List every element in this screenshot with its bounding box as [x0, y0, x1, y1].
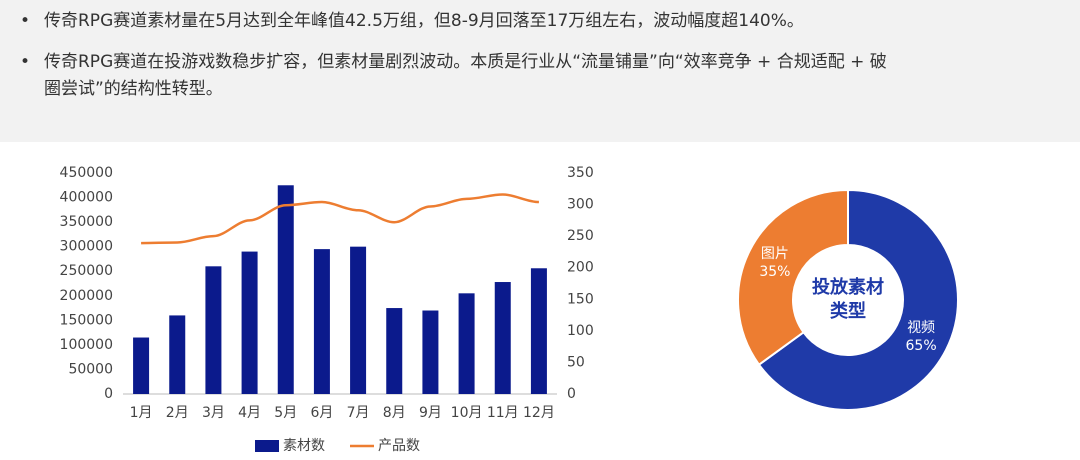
bullet: 传奇RPG赛道在投游戏数稳步扩容，但素材量剧烈波动。本质是行业从“流量铺量”向“… [20, 49, 900, 103]
bar [241, 251, 258, 394]
y-tick-label: 400000 [60, 190, 113, 206]
y2-tick-label: 150 [567, 291, 594, 307]
slice-value: 35% [759, 264, 790, 280]
bar [133, 337, 150, 394]
legend-label: 产品数 [378, 438, 420, 454]
x-tick-label: 2月 [166, 405, 189, 421]
x-tick-label: 3月 [202, 405, 225, 421]
center-label: 类型 [830, 300, 866, 322]
bar [313, 249, 330, 394]
x-tick-label: 7月 [347, 405, 370, 421]
charts: 0500001000001500002000002500003000003500… [60, 165, 959, 454]
x-tick-label: 4月 [238, 405, 261, 421]
y2-tick-label: 200 [567, 260, 594, 276]
line [141, 193, 539, 245]
x-tick-label: 5月 [274, 405, 297, 421]
bar [277, 185, 294, 394]
bar [350, 246, 367, 394]
y-tick-label: 250000 [60, 263, 113, 279]
legend-label: 素材数 [283, 438, 325, 454]
slice-label: 图片 [761, 246, 789, 262]
slice-value: 65% [906, 338, 937, 354]
y2-tick-label: 0 [567, 386, 576, 402]
bar [205, 266, 222, 394]
bar [386, 308, 403, 394]
bullet: 传奇RPG赛道素材量在5月达到全年峰值42.5万组，但8-9月回落至17万组左右… [20, 8, 900, 35]
y2-tick-label: 300 [567, 197, 594, 213]
y-tick-label: 350000 [60, 214, 113, 230]
x-tick-label: 8月 [383, 405, 406, 421]
bar [530, 268, 547, 394]
x-tick-label: 12月 [523, 405, 555, 421]
bar [494, 282, 511, 394]
summary-panel: 传奇RPG赛道素材量在5月达到全年峰值42.5万组，但8-9月回落至17万组左右… [0, 0, 1080, 142]
legend-swatch [255, 440, 279, 452]
bar [422, 310, 439, 394]
y2-tick-label: 100 [567, 323, 594, 339]
y-tick-label: 200000 [60, 288, 113, 304]
x-tick-label: 9月 [419, 405, 442, 421]
x-tick-label: 11月 [487, 405, 519, 421]
bullets: 传奇RPG赛道素材量在5月达到全年峰值42.5万组，但8-9月回落至17万组左右… [0, 0, 900, 103]
center-label: 投放素材 [812, 276, 884, 298]
y-tick-label: 0 [104, 386, 113, 402]
y-tick-label: 100000 [60, 337, 113, 353]
y-tick-label: 150000 [60, 312, 113, 328]
x-tick-label: 1月 [130, 405, 153, 421]
y-tick-label: 300000 [60, 239, 113, 255]
y2-tick-label: 250 [567, 228, 594, 244]
x-tick-label: 10月 [451, 405, 483, 421]
slice [757, 188, 959, 411]
bar [458, 293, 475, 394]
y2-tick-label: 350 [567, 165, 594, 181]
x-tick-label: 6月 [310, 405, 333, 421]
slice [737, 188, 849, 367]
slice-label: 视频 [907, 320, 935, 336]
y2-tick-label: 50 [567, 354, 585, 370]
bar [169, 315, 186, 394]
y-tick-label: 50000 [68, 361, 113, 377]
y-tick-label: 450000 [60, 165, 113, 181]
